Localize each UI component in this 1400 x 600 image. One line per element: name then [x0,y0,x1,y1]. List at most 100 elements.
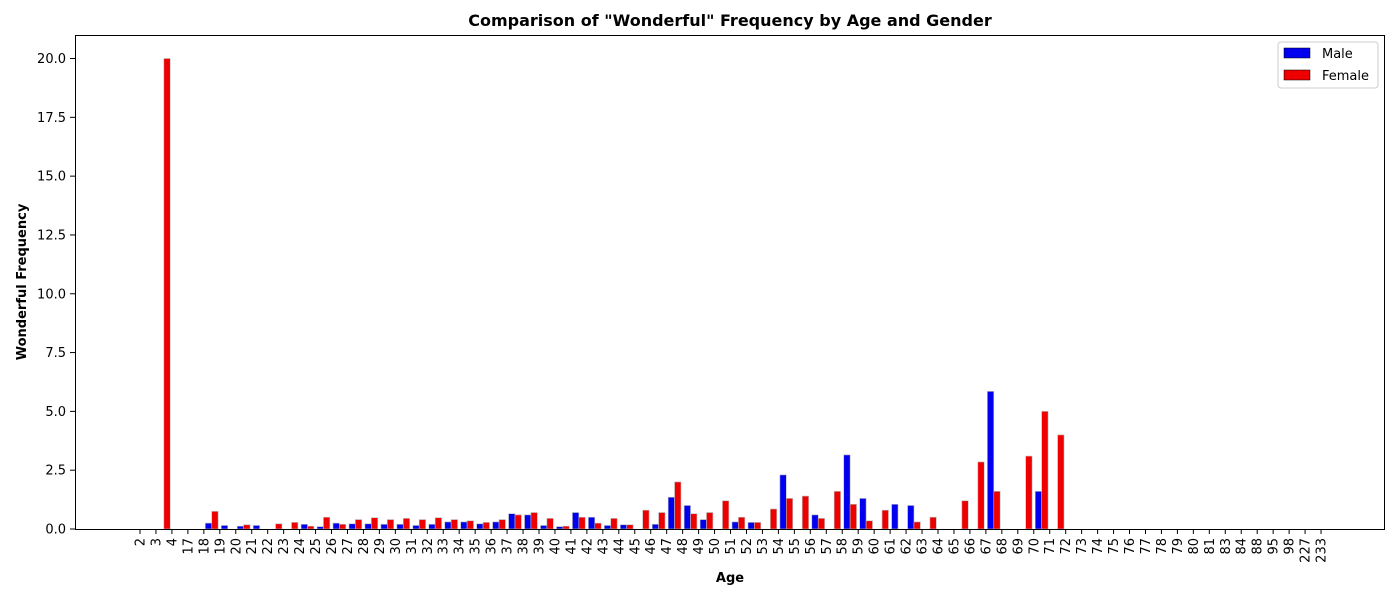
x-tick-label: 45 [628,538,643,555]
x-tick-label: 38 [517,538,532,555]
x-tick-label: 35 [469,538,484,555]
y-tick-label: 10.0 [37,287,66,302]
y-tick-label: 17.5 [37,111,66,126]
bar-male-36 [492,521,500,530]
x-tick-label: 23 [277,538,292,555]
bar-male-59 [859,498,867,530]
bar-male-54 [779,474,787,530]
x-tick-label: 65 [947,538,962,555]
bars-group [163,58,1065,530]
bar-female-36 [498,519,506,530]
x-tick-label: 73 [1075,538,1090,555]
x-tick-label: 2 [134,538,149,546]
bar-female-56 [817,518,825,530]
x-tick-label: 32 [421,538,436,555]
x-tick-label: 33 [437,538,452,555]
x-tick-label: 17 [181,538,196,555]
bar-female-50 [722,500,730,530]
x-tick-label: 42 [580,538,595,555]
x-tick-label: 29 [373,538,388,555]
x-tick-label: 26 [325,538,340,555]
bar-male-34 [460,521,468,530]
bar-female-27 [355,519,363,530]
x-axis-ticks: 2 3 4 17 18 19 20 21 22 23 24 25 26 27 28 29 30 31 32 33 34 3… [134,529,1330,563]
x-tick-label: 98 [1283,538,1298,555]
x-tick-label: 62 [900,538,915,555]
bar-female-39 [546,518,554,530]
x-tick-label: 81 [1203,538,1218,555]
legend-swatch-male [1283,47,1311,59]
bar-female-43 [610,518,618,530]
x-tick-label: 76 [1123,538,1138,555]
bar-male-46 [651,523,659,530]
bar-male-30 [396,523,404,530]
bar-male-49 [699,519,707,530]
bar-female-32 [434,517,442,530]
x-tick-label: 48 [676,538,691,555]
x-tick-label: 61 [884,538,899,555]
x-tick-label: 58 [836,538,851,555]
bar-male-52 [747,522,755,530]
x-tick-label: 71 [1043,538,1058,555]
x-tick-label: 50 [708,538,723,555]
bar-male-48 [683,505,691,530]
y-tick-label: 7.5 [45,346,66,361]
x-tick-label: 43 [596,538,611,555]
x-tick-label: 41 [564,538,579,555]
legend-label-male: Male [1322,47,1353,62]
x-tick-label: 67 [979,538,994,555]
y-axis-ticks: 0.0 2.5 5.0 7.5 10.0 12.5 15.0 17.5 20.0 [37,52,75,538]
x-tick-label: 78 [1155,538,1170,555]
bar-male-61 [891,503,899,530]
bar-male-24 [300,523,308,530]
x-tick-label: 79 [1171,538,1186,555]
x-tick-label: 40 [548,538,563,555]
x-tick-label: 30 [389,538,404,555]
bar-female-59 [865,520,873,530]
bar-female-41 [578,516,586,530]
x-tick-label: 68 [995,538,1010,555]
x-tick-label: 95 [1267,538,1282,555]
bar-female-3 [163,58,171,530]
bar-female-65 [961,500,969,530]
bar-female-44 [626,524,634,530]
bar-female-18 [211,511,219,530]
bar-male-38 [524,514,532,530]
bar-male-19 [221,525,229,530]
x-tick-label: 55 [788,538,803,555]
bar-female-34 [466,520,474,530]
bar-female-24 [307,525,315,530]
bar-female-60 [881,509,889,530]
bar-male-62 [907,505,915,530]
bar-male-26 [332,522,340,530]
bar-male-27 [348,523,356,530]
bar-male-28 [364,523,372,530]
x-tick-label: 53 [756,538,771,555]
x-tick-label: 4 [165,538,180,546]
x-tick-label: 21 [245,538,260,555]
bar-male-25 [316,526,324,530]
bar-male-43 [604,525,612,530]
bar-female-55 [801,495,809,530]
bar-female-20 [243,524,251,530]
bar-female-48 [690,513,698,530]
x-tick-label: 84 [1235,538,1250,555]
x-tick-label: 60 [868,538,883,555]
x-tick-label: 20 [229,538,244,555]
bar-female-47 [674,481,682,530]
bar-female-66 [977,461,985,530]
bar-female-26 [339,523,347,530]
bar-male-29 [380,523,388,530]
bar-female-25 [323,516,331,530]
x-tick-label: 88 [1251,538,1266,555]
bar-male-18 [205,522,213,530]
x-tick-label: 63 [916,538,931,555]
bar-male-44 [619,524,627,530]
x-tick-label: 22 [261,538,276,555]
x-tick-label: 49 [692,538,707,555]
bar-male-32 [428,523,436,530]
bar-female-37 [514,514,522,530]
bar-female-45 [642,509,650,530]
x-tick-label: 36 [485,538,500,555]
